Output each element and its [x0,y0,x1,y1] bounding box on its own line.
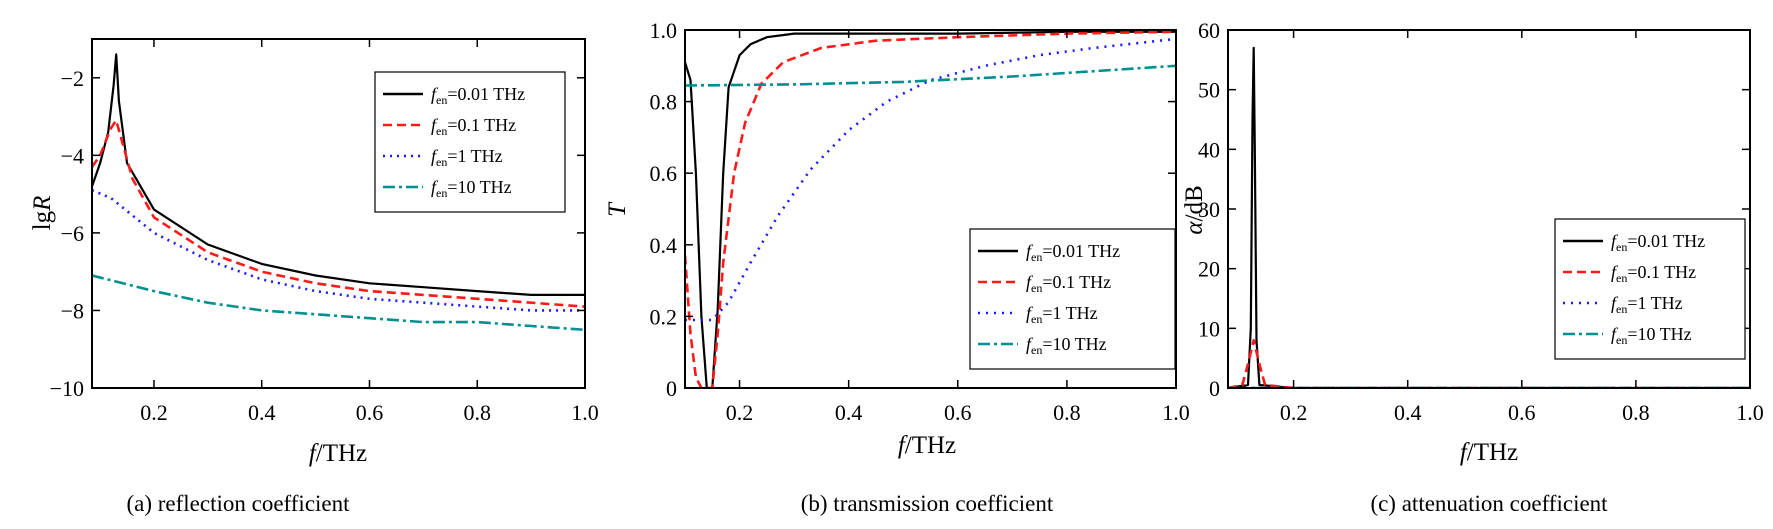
y-tick-label-a: −6 [61,221,84,246]
x-tick-label-a: 0.2 [140,400,168,425]
legend-label-b-3: fen=1 THz [1026,303,1098,326]
y-tick-label-b: 0.8 [650,90,678,115]
plot-area-b [685,30,1176,388]
x-tick-label-b: 0.8 [1053,400,1081,425]
legend-label-b-2: fen=0.1 THz [1026,272,1111,295]
series-line-a-4 [92,274,585,332]
legend-label-c-4: fen=10 THz [1611,324,1692,347]
y-tick-label-b: 0.4 [650,233,678,258]
x-tick-label-c: 0.4 [1394,400,1422,425]
legend-label-c-3: fen=1 THz [1611,293,1683,316]
x-tick-label-b: 0.6 [944,400,972,425]
legend-c: fen=0.01 THz fen=0.1 THz fen=1 THz fen=10 T… [1554,218,1746,360]
legend-label-c-2: fen=0.1 THz [1611,262,1696,285]
series-line-b-4 [685,64,1176,87]
ticks-b: 0.2 0.4 0.6 0.8 1.0 0 0.2 0.4 0.6 0.8 1.0 [650,18,1190,425]
x-tick-label-c: 0.6 [1508,400,1536,425]
caption-c: (c) attenuation coefficient [1370,491,1608,516]
x-tick-label-a: 0.8 [463,400,491,425]
y-tick-label-b: 0.6 [650,161,678,186]
x-tick-label-a: 0.4 [248,400,276,425]
plot-frame-a [91,38,586,389]
legend-label-a-1: fen=0.01 THz [431,84,525,107]
caption-a: (a) reflection coefficient [126,491,350,516]
legend-label-c-1: fen=0.01 THz [1611,231,1705,254]
y-tick-label-b: 0.2 [650,304,678,329]
y-axis-label-b: T [604,201,631,217]
x-tick-label-c: 0.8 [1622,400,1650,425]
y-axis-label-c: α/dB [1181,185,1208,234]
y-tick-label-c: 40 [1198,137,1220,162]
y-tick-label-c: 20 [1198,257,1220,282]
x-tick-label-b: 1.0 [1162,400,1190,425]
y-axis-label-a: lgR [29,196,56,231]
legend-box-c [1554,218,1746,360]
x-tick-label-a: 0.6 [356,400,384,425]
y-tick-label-a: −10 [50,376,84,401]
y-tick-label-b: 0 [666,376,677,401]
panel-b: 0.2 0.4 0.6 0.8 1.000.20.40.60.81.0 T f/THz … [604,18,1190,516]
caption-b: (b) transmission coefficient [801,491,1054,516]
y-tick-label-c: 60 [1198,18,1220,43]
legend-box-a [374,71,566,213]
x-axis-label-c: f/THz [1460,439,1518,466]
series-line-a-1 [92,53,585,296]
x-tick-label-c: 1.0 [1736,400,1764,425]
y-tick-label-c: 30 [1198,197,1220,222]
legend-a: fen=0.01 THz fen=0.1 THz fen=1 THz fen=10 T… [374,71,566,213]
panel-a: 0.2 0.4 0.6 0.8 1.0 −2 −4 −6 −8 −10 lgR f/THz fen… [29,38,599,516]
plot-area-a [92,53,585,332]
ticks-c: 0.2 0.4 0.6 0.8 1.0 0 10 20 30 40 50 60 [1198,18,1764,425]
legend-label-a-4: fen=10 THz [431,177,512,200]
series-line-a-2 [92,119,585,308]
x-tick-label-a: 1.0 [571,400,599,425]
y-tick-label-b: 1.0 [650,18,678,43]
ticks-a: 0.2 0.4 0.6 0.8 1.0 −2 −4 −6 −8 −10 [50,39,599,425]
y-tick-label-c: 0 [1209,376,1220,401]
y-tick-label-c: 50 [1198,78,1220,103]
series-line-a-3 [92,188,585,312]
y-tick-label-a: −2 [61,66,84,91]
legend-label-a-3: fen=1 THz [431,146,503,169]
legend-box-b [969,228,1176,370]
legend-label-b-1: fen=0.01 THz [1026,241,1120,264]
x-tick-label-c: 0.2 [1280,400,1308,425]
legend-label-b-4: fen=10 THz [1026,334,1107,357]
x-axis-label-b: f/THz [898,432,956,459]
series-line-b-2 [685,30,1176,388]
y-tick-label-a: −8 [61,298,84,323]
x-tick-label-b: 0.4 [835,400,863,425]
x-axis-label-a: f/THz [309,440,367,467]
x-tick-label-b: 0.2 [726,400,754,425]
y-tick-label-a: −4 [61,143,84,168]
legend-b: fen=0.01 THz fen=0.1 THz fen=1 THz fen=10 T… [969,228,1176,370]
plot-frame-b [684,29,1177,389]
legend-label-a-2: fen=0.1 THz [431,115,516,138]
y-tick-label-c: 10 [1198,316,1220,341]
series-line-b-1 [685,30,1176,388]
